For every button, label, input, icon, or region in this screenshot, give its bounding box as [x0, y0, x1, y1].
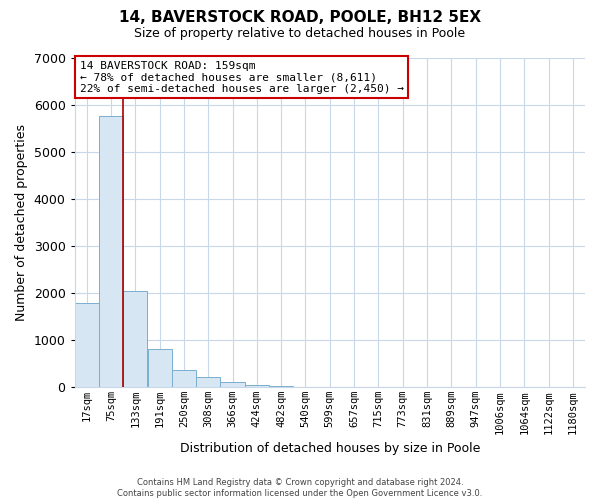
Bar — [269, 386, 293, 387]
Text: 14, BAVERSTOCK ROAD, POOLE, BH12 5EX: 14, BAVERSTOCK ROAD, POOLE, BH12 5EX — [119, 10, 481, 25]
Bar — [245, 384, 269, 387]
Text: 14 BAVERSTOCK ROAD: 159sqm
← 78% of detached houses are smaller (8,611)
22% of s: 14 BAVERSTOCK ROAD: 159sqm ← 78% of deta… — [80, 61, 404, 94]
Bar — [99, 116, 123, 387]
Text: Size of property relative to detached houses in Poole: Size of property relative to detached ho… — [134, 28, 466, 40]
Bar — [148, 349, 172, 387]
Bar — [123, 290, 148, 387]
Bar — [74, 304, 99, 387]
X-axis label: Distribution of detached houses by size in Poole: Distribution of detached houses by size … — [179, 442, 480, 455]
Bar — [172, 370, 196, 387]
Bar — [196, 377, 220, 387]
Text: Contains HM Land Registry data © Crown copyright and database right 2024.
Contai: Contains HM Land Registry data © Crown c… — [118, 478, 482, 498]
Y-axis label: Number of detached properties: Number of detached properties — [15, 124, 28, 321]
Bar — [220, 382, 245, 387]
